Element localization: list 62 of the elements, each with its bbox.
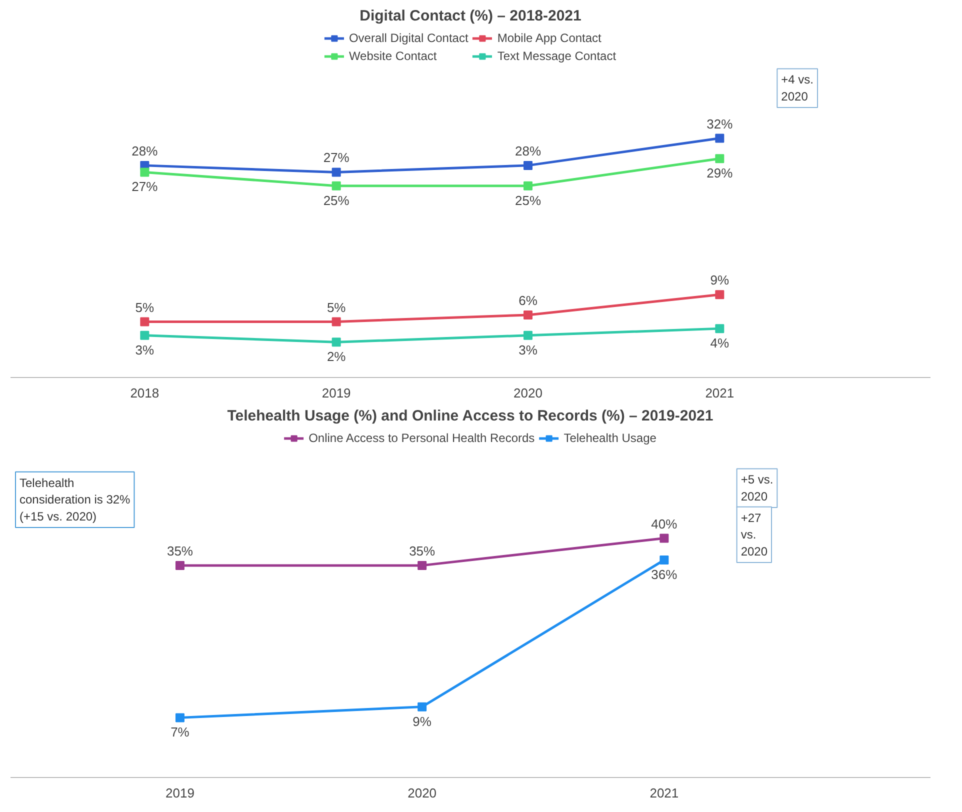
- data-label: 2%: [326, 349, 346, 364]
- chart-title: Digital Contact (%) – 2018-2021: [360, 8, 582, 24]
- point: [140, 317, 150, 326]
- data-label: 25%: [323, 192, 350, 208]
- point: [175, 713, 184, 722]
- chart-title: Telehealth Usage (%) and Online Access to Records (%) – 2019-2021: [227, 408, 714, 424]
- data-label: 28%: [132, 143, 158, 158]
- data-label: 40%: [651, 516, 678, 532]
- point: [660, 534, 669, 543]
- point: [332, 317, 341, 326]
- legend-label: Mobile App Contact: [497, 31, 602, 45]
- point: [524, 160, 532, 170]
- data-label: 7%: [170, 724, 190, 740]
- data-label: 3%: [135, 342, 154, 358]
- data-label: 27%: [323, 150, 350, 166]
- point: [418, 560, 427, 570]
- x-tick-label: 2020: [408, 786, 437, 800]
- data-label: 9%: [710, 272, 730, 288]
- legend-label: Website Contact: [348, 49, 437, 63]
- legend-label: Text Message Contact: [497, 49, 616, 63]
- point: [715, 134, 724, 143]
- data-label: 25%: [514, 192, 542, 208]
- annotation: +27 vs. 2020: [740, 510, 768, 558]
- legend-label: Overall Digital Contact: [348, 31, 468, 45]
- point: [140, 168, 150, 177]
- point: [524, 310, 532, 320]
- data-label: 9%: [412, 714, 432, 729]
- data-label: 27%: [132, 179, 158, 194]
- data-label: 3%: [518, 342, 538, 358]
- point: [418, 702, 427, 712]
- text: +4 vs. 2020: [781, 72, 814, 104]
- point: [524, 330, 532, 340]
- x-tick-label: 2020: [514, 386, 542, 400]
- point: [524, 181, 532, 190]
- legend-label: Telehealth Usage: [564, 431, 656, 445]
- point: [332, 338, 341, 347]
- data-label: 28%: [514, 143, 542, 158]
- text: +5 vs. 2020: [740, 472, 774, 504]
- x-tick-label: 2019: [166, 786, 194, 800]
- data-label: 5%: [326, 300, 346, 315]
- point: [140, 330, 150, 340]
- text: Telehealth consideration is 32% (+15 vs. 2020): [20, 476, 131, 524]
- legend-label: Online Access to Personal Health Records: [308, 431, 535, 445]
- point: [332, 168, 341, 177]
- data-label: 4%: [710, 336, 730, 351]
- point: [715, 324, 724, 334]
- x-tick-label: 2019: [322, 386, 351, 400]
- data-label: 35%: [166, 543, 194, 558]
- point: [660, 556, 669, 564]
- point: [715, 154, 724, 164]
- point: [175, 560, 184, 570]
- data-label: 35%: [409, 543, 436, 558]
- x-tick-label: 2018: [130, 386, 160, 400]
- x-tick-label: 2021: [650, 786, 679, 800]
- point: [715, 290, 724, 300]
- data-label: 6%: [518, 292, 538, 308]
- data-label: 29%: [706, 166, 734, 181]
- data-label: 32%: [706, 116, 734, 132]
- point: [332, 181, 341, 190]
- data-label: 36%: [651, 567, 678, 582]
- data-label: 5%: [135, 300, 154, 315]
- x-tick-label: 2021: [705, 386, 734, 400]
